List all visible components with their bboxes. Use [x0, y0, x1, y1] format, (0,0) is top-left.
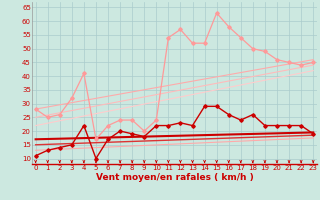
X-axis label: Vent moyen/en rafales ( km/h ): Vent moyen/en rafales ( km/h ) [96, 172, 253, 182]
